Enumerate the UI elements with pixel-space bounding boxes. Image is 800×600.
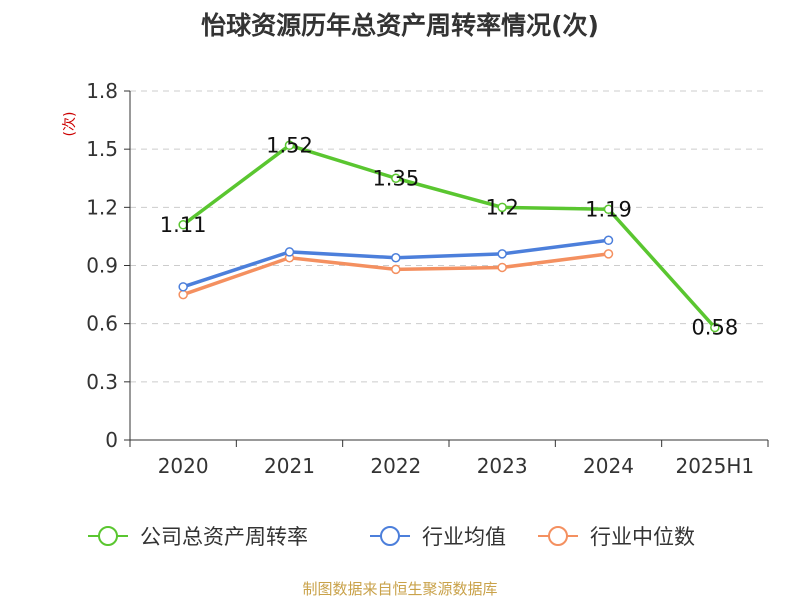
data-point <box>497 249 507 259</box>
data-point <box>391 252 401 263</box>
legend-label: 行业均值 <box>422 525 506 549</box>
data-point <box>497 202 507 213</box>
data-point <box>391 264 401 275</box>
data-point <box>710 322 720 333</box>
legend-label: 公司总资产周转率 <box>140 525 308 549</box>
x-tick-label: 2023 <box>477 454 528 478</box>
data-label: 1.2 <box>485 195 518 219</box>
data-label: 1.11 <box>160 213 207 237</box>
chart-title: 怡球资源历年总资产周转率情况(次) <box>201 11 599 40</box>
data-point <box>603 235 614 246</box>
y-axis-label: (次) <box>62 112 78 137</box>
y-tick-label: 1.8 <box>86 79 118 103</box>
y-tick-label: 0.9 <box>86 254 118 278</box>
y-tick-label: 0.6 <box>86 312 118 336</box>
y-tick-label: 1.5 <box>86 137 118 161</box>
data-label: 1.52 <box>266 133 313 157</box>
data-point <box>178 220 188 230</box>
data-label: 0.58 <box>691 316 738 340</box>
legend-marker <box>380 526 400 546</box>
x-tick-label: 2021 <box>264 454 315 478</box>
data-point <box>284 247 295 257</box>
data-point <box>603 204 614 215</box>
legend-marker <box>548 526 568 546</box>
data-label: 1.35 <box>372 166 419 190</box>
y-tick-label: 1.2 <box>86 195 118 219</box>
data-point <box>603 249 614 259</box>
data-point <box>178 282 188 292</box>
data-point <box>497 262 507 273</box>
data-point <box>284 140 295 151</box>
series-line <box>182 143 717 329</box>
y-tick-label: 0.3 <box>86 370 118 394</box>
x-tick-label: 2020 <box>158 454 209 478</box>
source-note: 制图数据来自恒生聚源数据库 <box>302 580 498 598</box>
data-point <box>391 173 401 183</box>
legend-label: 行业中位数 <box>590 525 695 549</box>
y-tick-label: 0 <box>105 428 118 452</box>
x-tick-label: 2025H1 <box>675 454 754 478</box>
legend-marker <box>98 526 118 546</box>
x-tick-label: 2022 <box>370 454 421 478</box>
data-point <box>178 289 188 300</box>
x-tick-label: 2024 <box>583 454 634 478</box>
data-label: 1.19 <box>585 197 632 221</box>
